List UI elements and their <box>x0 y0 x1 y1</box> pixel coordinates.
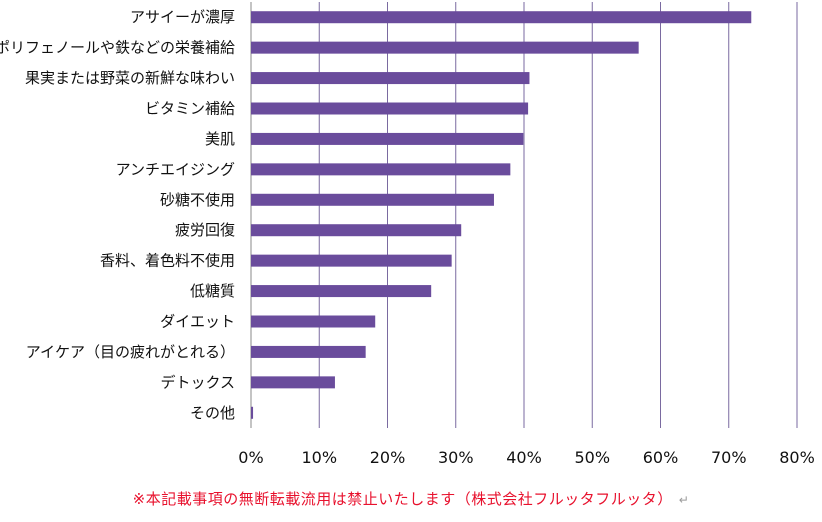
x-tick-label: 40% <box>506 448 542 467</box>
x-tick-label: 50% <box>574 448 610 467</box>
category-label: アサイーが濃厚 <box>130 8 235 26</box>
bar <box>251 315 376 328</box>
bar <box>251 376 335 389</box>
category-label: 美肌 <box>205 130 235 148</box>
bar <box>251 224 462 237</box>
bar <box>251 11 752 24</box>
bar <box>251 163 511 176</box>
paragraph-return-icon: ↵ <box>678 493 690 507</box>
category-label: 香料、着色料不使用 <box>100 252 235 270</box>
x-tick-label: 80% <box>779 448 815 467</box>
category-label: アイケア（目の疲れがとれる） <box>26 343 235 361</box>
bar <box>251 285 432 298</box>
x-tick-label: 0% <box>238 448 263 467</box>
x-tick-label: 70% <box>711 448 747 467</box>
bar <box>251 406 254 419</box>
bar <box>251 72 530 85</box>
category-label: デトックス <box>160 373 235 391</box>
x-tick-label: 30% <box>438 448 474 467</box>
category-label: 砂糖不使用 <box>160 191 235 209</box>
category-label: 疲労回復 <box>175 221 235 239</box>
bar <box>251 345 366 358</box>
category-label: その他 <box>190 404 235 422</box>
x-tick-label: 60% <box>643 448 679 467</box>
copyright-note: ※本記載事項の無断転載流用は禁止いたします（株式会社フルッタフルッタ） ↵ <box>0 488 822 509</box>
bar-chart-svg: 0% 10% 20% 30% 40% 50% 60% 70% 80% アサイーが濃厚ポリフェノール… <box>0 2 815 467</box>
bar <box>251 132 524 145</box>
copyright-note-text: ※本記載事項の無断転載流用は禁止いたします（株式会社フルッタフルッタ） <box>132 490 673 508</box>
category-label: アンチエイジング <box>116 160 235 178</box>
x-tick-label: 10% <box>301 448 337 467</box>
bar <box>251 193 494 206</box>
category-label: ポリフェノールや鉄などの栄養補給 <box>0 39 235 57</box>
bar <box>251 254 452 267</box>
x-tick-label: 20% <box>370 448 406 467</box>
category-label: ビタミン補給 <box>145 100 235 118</box>
bar <box>251 102 529 115</box>
bar <box>251 41 639 54</box>
category-label: ダイエット <box>160 313 235 331</box>
category-label: 低糖質 <box>190 282 235 300</box>
category-label: 果実または野菜の新鮮な味わい <box>25 69 235 87</box>
